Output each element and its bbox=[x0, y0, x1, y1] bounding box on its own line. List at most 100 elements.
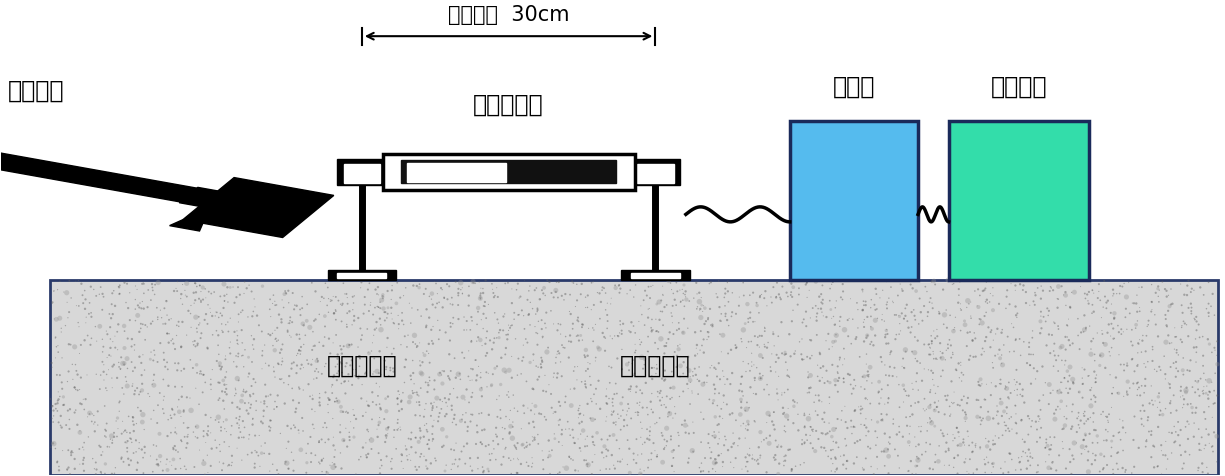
Point bbox=[229, 311, 249, 318]
Point bbox=[560, 453, 579, 460]
Point bbox=[707, 471, 726, 476]
Point bbox=[925, 399, 944, 407]
Point bbox=[987, 412, 1007, 419]
Point bbox=[153, 320, 173, 328]
Point bbox=[234, 386, 254, 393]
Point bbox=[78, 413, 98, 421]
Point bbox=[93, 348, 113, 356]
Point bbox=[1165, 346, 1185, 353]
Point bbox=[496, 345, 516, 352]
Point bbox=[773, 283, 793, 291]
Point bbox=[238, 451, 257, 458]
Point bbox=[894, 386, 914, 393]
Point bbox=[514, 326, 534, 333]
Point bbox=[773, 404, 793, 412]
Point bbox=[461, 462, 480, 470]
Point bbox=[532, 364, 551, 371]
Point bbox=[202, 366, 222, 374]
Point bbox=[1013, 392, 1033, 400]
Point bbox=[352, 395, 371, 402]
Point bbox=[110, 365, 130, 373]
Point bbox=[528, 364, 548, 371]
Point bbox=[682, 368, 702, 376]
Point bbox=[499, 388, 518, 396]
Point bbox=[701, 322, 720, 329]
Point bbox=[1196, 376, 1215, 384]
Point bbox=[190, 446, 209, 454]
Point bbox=[747, 364, 767, 372]
Point bbox=[44, 288, 64, 295]
Point bbox=[906, 470, 926, 476]
Point bbox=[895, 312, 915, 320]
Point bbox=[584, 441, 604, 449]
Point bbox=[947, 424, 967, 432]
Point bbox=[245, 464, 265, 471]
Point bbox=[164, 446, 184, 453]
Point bbox=[347, 415, 366, 423]
Point bbox=[398, 332, 418, 339]
Point bbox=[513, 354, 533, 361]
Point bbox=[1078, 291, 1098, 298]
Point bbox=[627, 383, 647, 391]
Point bbox=[1110, 416, 1129, 423]
Point bbox=[1091, 351, 1111, 359]
Point bbox=[122, 380, 142, 388]
Point bbox=[576, 380, 595, 388]
Point bbox=[642, 390, 662, 397]
Point bbox=[1061, 304, 1080, 311]
Point bbox=[241, 401, 261, 408]
Point bbox=[891, 281, 910, 288]
Point bbox=[310, 402, 330, 409]
Point bbox=[726, 416, 746, 424]
Point bbox=[118, 444, 137, 452]
Point bbox=[565, 385, 584, 393]
Point bbox=[1011, 466, 1030, 474]
Point bbox=[116, 378, 136, 386]
Point bbox=[1193, 387, 1213, 395]
Point bbox=[496, 369, 516, 377]
Point bbox=[1065, 439, 1084, 447]
Point bbox=[655, 376, 675, 384]
Point bbox=[59, 368, 78, 376]
Point bbox=[854, 302, 873, 309]
Point bbox=[566, 466, 586, 474]
Point bbox=[142, 281, 162, 288]
Point bbox=[265, 374, 284, 381]
Point bbox=[898, 317, 918, 325]
Point bbox=[521, 283, 540, 290]
Point bbox=[65, 384, 85, 391]
Point bbox=[306, 288, 326, 296]
Point bbox=[900, 413, 920, 421]
Point bbox=[976, 396, 996, 404]
Point bbox=[1161, 449, 1181, 457]
Point bbox=[42, 359, 61, 367]
Point bbox=[220, 315, 240, 322]
Point bbox=[369, 449, 388, 457]
Point bbox=[601, 295, 621, 302]
Point bbox=[674, 329, 693, 337]
Point bbox=[1012, 416, 1031, 424]
Point bbox=[426, 304, 446, 312]
Point bbox=[481, 382, 501, 390]
Point bbox=[211, 310, 230, 317]
Point bbox=[250, 432, 270, 439]
Point bbox=[371, 456, 391, 464]
Point bbox=[902, 402, 921, 410]
Point bbox=[877, 327, 897, 335]
Point bbox=[554, 463, 573, 471]
Point bbox=[1040, 446, 1060, 453]
Point bbox=[502, 322, 522, 329]
Point bbox=[290, 306, 310, 314]
Point bbox=[888, 452, 908, 459]
Point bbox=[312, 436, 332, 443]
Point bbox=[638, 348, 658, 356]
Point bbox=[646, 339, 665, 347]
Point bbox=[832, 407, 851, 415]
Point bbox=[1199, 300, 1219, 308]
Point bbox=[160, 458, 180, 466]
Point bbox=[795, 410, 815, 417]
Point bbox=[899, 438, 919, 446]
Point bbox=[243, 415, 262, 422]
Point bbox=[932, 355, 952, 362]
Point bbox=[157, 298, 176, 305]
